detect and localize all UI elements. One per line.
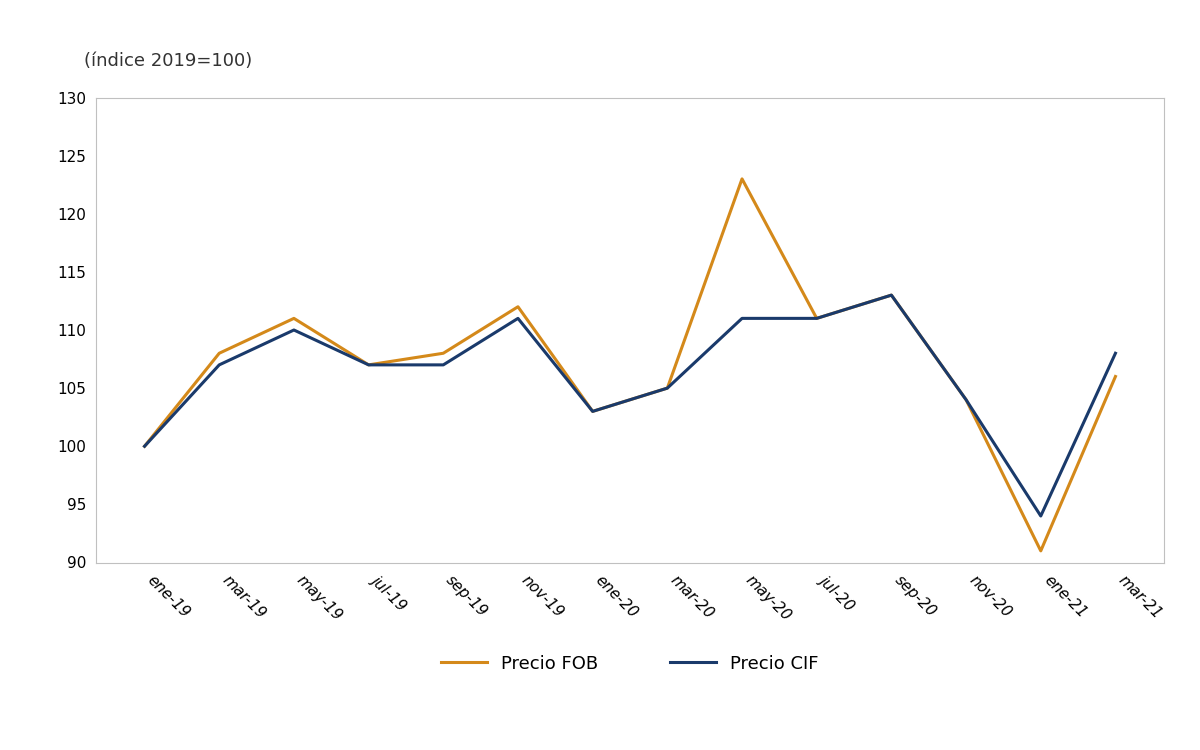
Text: (índice 2019=100): (índice 2019=100) <box>84 53 252 70</box>
Precio CIF <box>1033 512 1048 520</box>
Precio CIF <box>884 291 899 300</box>
Precio CIF <box>959 395 973 404</box>
Precio CIF <box>436 361 450 370</box>
Precio CIF <box>287 326 301 334</box>
Precio CIF <box>586 406 600 416</box>
Precio FOB <box>137 442 151 451</box>
Precio CIF <box>1109 349 1123 358</box>
Precio CIF <box>361 361 376 370</box>
Precio CIF <box>660 384 674 393</box>
Precio CIF <box>810 314 824 322</box>
Precio FOB <box>810 314 824 322</box>
Legend: Precio FOB, Precio CIF: Precio FOB, Precio CIF <box>442 656 818 674</box>
Precio FOB <box>436 349 450 358</box>
Line: Precio CIF: Precio CIF <box>144 296 1116 516</box>
Precio CIF <box>137 442 151 451</box>
Precio FOB <box>212 349 227 358</box>
Precio FOB <box>734 175 749 184</box>
Precio FOB <box>586 406 600 416</box>
Precio FOB <box>1033 546 1048 555</box>
Line: Precio FOB: Precio FOB <box>144 179 1116 550</box>
Precio FOB <box>287 314 301 322</box>
Precio FOB <box>1109 372 1123 381</box>
Precio CIF <box>734 314 749 322</box>
Precio CIF <box>511 314 526 322</box>
Precio FOB <box>660 384 674 393</box>
Precio FOB <box>361 361 376 370</box>
Precio FOB <box>959 395 973 404</box>
Precio FOB <box>511 302 526 311</box>
Precio CIF <box>212 361 227 370</box>
Precio FOB <box>884 291 899 300</box>
